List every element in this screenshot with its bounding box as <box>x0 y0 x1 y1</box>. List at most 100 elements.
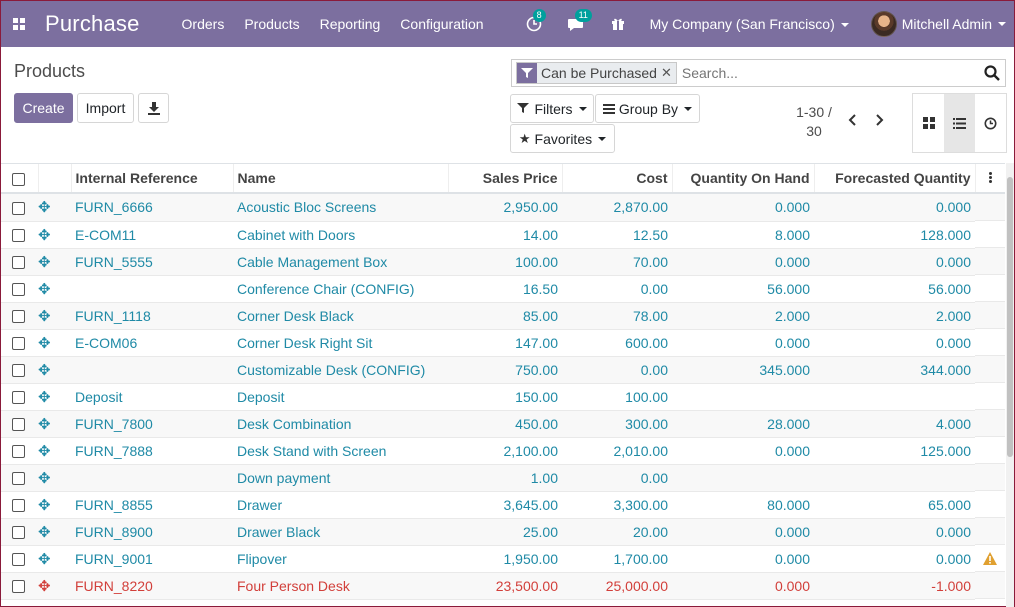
table-row[interactable]: ✥ FURN_8900 Drawer Black 25.00 20.00 0.000 0.0… <box>1 518 1005 546</box>
drag-handle-icon[interactable]: ✥ <box>38 221 71 249</box>
cell-name[interactable]: Acoustic Bloc Screens <box>233 193 448 222</box>
company-switcher[interactable]: My Company (San Francisco) <box>650 16 849 32</box>
drag-handle-icon[interactable]: ✥ <box>38 518 71 546</box>
cell-forecasted-quantity[interactable]: 0.000 <box>814 518 975 546</box>
cell-name[interactable]: Customizable Desk (CONFIG) <box>233 356 448 384</box>
cell-cost[interactable]: 0.00 <box>562 356 672 384</box>
cell-internal-reference[interactable]: FURN_8220 <box>71 572 233 600</box>
table-row[interactable]: ✥ FURN_5555 Cable Management Box 100.00 70.0… <box>1 248 1005 276</box>
facet-remove-icon[interactable]: ✕ <box>660 65 672 80</box>
app-title[interactable]: Purchase <box>45 11 140 36</box>
row-checkbox[interactable] <box>12 364 25 378</box>
cell-sales-price[interactable]: 23,500.00 <box>448 572 562 600</box>
activity-view-button[interactable] <box>975 94 1006 152</box>
download-button[interactable] <box>138 93 169 123</box>
column-cost[interactable]: Cost <box>561 164 672 194</box>
cell-sales-price[interactable]: 100.00 <box>448 248 562 276</box>
activity-clock-icon[interactable]: 8 <box>524 9 546 34</box>
column-sales-price[interactable]: Sales Price <box>447 164 562 194</box>
cell-quantity-on-hand[interactable]: 345.000 <box>672 356 814 384</box>
cell-sales-price[interactable]: 150.00 <box>448 383 562 411</box>
drag-handle-icon[interactable]: ✥ <box>38 302 71 330</box>
cell-quantity-on-hand[interactable]: 28.000 <box>672 410 814 438</box>
row-checkbox[interactable] <box>12 337 25 351</box>
cell-forecasted-quantity[interactable]: 65.000 <box>814 491 975 519</box>
scrollbar[interactable] <box>1006 163 1014 607</box>
cell-internal-reference[interactable]: FURN_7800 <box>71 410 233 438</box>
cell-internal-reference[interactable] <box>71 275 233 303</box>
user-menu[interactable]: Mitchell Admin <box>870 11 1006 37</box>
cell-sales-price[interactable]: 3,645.00 <box>448 491 562 519</box>
table-row[interactable]: ✥ E-COM11 Cabinet with Doors 14.00 12.50 8.00… <box>1 221 1005 249</box>
cell-sales-price[interactable]: 450.00 <box>448 410 562 438</box>
cell-sales-price[interactable]: 25.00 <box>448 518 562 546</box>
cell-cost[interactable]: 300.00 <box>562 410 672 438</box>
cell-sales-price[interactable]: 1,950.00 <box>448 545 562 573</box>
cell-name[interactable]: Cabinet with Doors <box>233 221 448 249</box>
cell-internal-reference[interactable]: FURN_6666 <box>71 193 233 222</box>
cell-cost[interactable]: 0.00 <box>562 464 672 492</box>
table-row[interactable]: ✥ FURN_1118 Corner Desk Black 85.00 78.00 2.0… <box>1 302 1005 330</box>
table-row[interactable]: ✥ Down payment 1.00 0.00 <box>1 464 1005 492</box>
cell-cost[interactable]: 3,300.00 <box>562 491 672 519</box>
pager-next-icon[interactable] <box>875 113 885 131</box>
select-all-checkbox[interactable] <box>12 172 25 186</box>
cell-forecasted-quantity[interactable]: 0.000 <box>814 545 975 573</box>
cell-forecasted-quantity[interactable]: 128.000 <box>814 221 975 249</box>
cell-quantity-on-hand[interactable]: 0.000 <box>672 248 814 276</box>
cell-name[interactable]: Drawer Black <box>233 518 448 546</box>
cell-name[interactable]: Corner Desk Right Sit <box>233 329 448 357</box>
row-checkbox[interactable] <box>12 202 25 216</box>
drag-handle-icon[interactable]: ✥ <box>38 437 71 465</box>
cell-sales-price[interactable]: 750.00 <box>448 356 562 384</box>
drag-handle-icon[interactable]: ✥ <box>38 329 71 357</box>
groupby-dropdown[interactable]: Group By <box>595 94 700 123</box>
cell-quantity-on-hand[interactable]: 0.000 <box>672 193 814 222</box>
cell-forecasted-quantity[interactable]: 0.000 <box>814 248 975 276</box>
cell-forecasted-quantity[interactable]: -1.000 <box>814 572 975 600</box>
cell-internal-reference[interactable] <box>71 356 233 384</box>
row-checkbox[interactable] <box>12 256 25 270</box>
column-internal-reference[interactable]: Internal Reference <box>70 164 233 194</box>
cell-quantity-on-hand[interactable]: 0.000 <box>672 437 814 465</box>
row-checkbox[interactable] <box>12 526 25 540</box>
cell-forecasted-quantity[interactable]: 2.000 <box>814 302 975 330</box>
cell-sales-price[interactable]: 1.00 <box>448 464 562 492</box>
cell-forecasted-quantity[interactable]: 4.000 <box>814 410 975 438</box>
drag-handle-icon[interactable]: ✥ <box>38 248 71 276</box>
cell-name[interactable]: Deposit <box>233 383 448 411</box>
cell-internal-reference[interactable]: FURN_1118 <box>71 302 233 330</box>
scrollbar-thumb[interactable] <box>1007 177 1013 457</box>
cell-forecasted-quantity[interactable]: 125.000 <box>814 437 975 465</box>
cell-name[interactable]: Cable Management Box <box>233 248 448 276</box>
row-checkbox[interactable] <box>12 553 25 567</box>
table-row[interactable]: ✥ FURN_6666 Acoustic Bloc Screens 2,950.00 2… <box>1 193 1005 222</box>
cell-name[interactable]: Corner Desk Black <box>233 302 448 330</box>
column-quantity-on-hand[interactable]: Quantity On Hand <box>671 164 814 194</box>
cell-forecasted-quantity[interactable]: 0.000 <box>814 329 975 357</box>
drag-handle-icon[interactable]: ✥ <box>38 275 71 303</box>
cell-quantity-on-hand[interactable]: 56.000 <box>672 275 814 303</box>
cell-internal-reference[interactable]: E-COM06 <box>71 329 233 357</box>
drag-handle-icon[interactable]: ✥ <box>38 572 71 600</box>
cell-sales-price[interactable]: 14.00 <box>448 221 562 249</box>
cell-forecasted-quantity[interactable] <box>814 383 975 411</box>
table-row[interactable]: ✥ Deposit Deposit 150.00 100.00 <box>1 383 1005 411</box>
cell-quantity-on-hand[interactable]: 0.000 <box>672 545 814 573</box>
cell-name[interactable]: Desk Stand with Screen <box>233 437 448 465</box>
row-checkbox[interactable] <box>12 391 25 405</box>
cell-cost[interactable]: 78.00 <box>562 302 672 330</box>
cell-sales-price[interactable]: 16.50 <box>448 275 562 303</box>
cell-name[interactable]: Drawer <box>233 491 448 519</box>
cell-name[interactable]: Down payment <box>233 464 448 492</box>
cell-cost[interactable]: 600.00 <box>562 329 672 357</box>
cell-quantity-on-hand[interactable] <box>672 464 814 492</box>
drag-handle-icon[interactable]: ✥ <box>38 356 71 384</box>
drag-handle-icon[interactable]: ✥ <box>38 545 71 573</box>
cell-sales-price[interactable]: 147.00 <box>448 329 562 357</box>
cell-cost[interactable]: 2,010.00 <box>562 437 672 465</box>
table-row[interactable]: ✥ Customizable Desk (CONFIG) 750.00 0.00 345… <box>1 356 1005 384</box>
cell-quantity-on-hand[interactable]: 0.000 <box>672 329 814 357</box>
cell-internal-reference[interactable]: FURN_8855 <box>71 491 233 519</box>
cell-quantity-on-hand[interactable]: 0.000 <box>672 518 814 546</box>
